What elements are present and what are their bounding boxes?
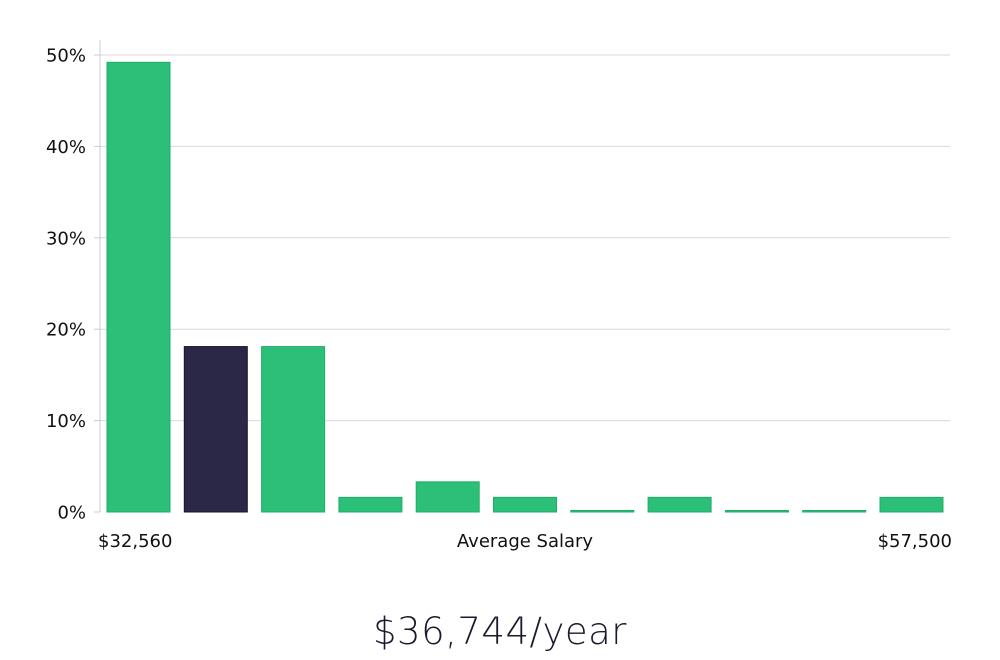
y-tick-label: 50% — [46, 46, 86, 67]
bar-highlighted — [183, 346, 248, 513]
x-max-label: $57,500 — [878, 531, 952, 552]
bar — [570, 510, 635, 513]
y-tick-label: 10% — [46, 411, 86, 432]
bar — [724, 510, 789, 513]
y-tick-label: 40% — [46, 137, 86, 158]
average-salary-value: $36,744/year — [372, 610, 627, 653]
x-min-label: $32,560 — [98, 531, 172, 552]
bar — [493, 496, 557, 513]
bar — [879, 496, 944, 513]
salary-histogram: 0% 10% 20% 30% 40% 50% $32,560 Average Salary… — [46, 40, 952, 552]
y-tick-label: 20% — [46, 320, 86, 341]
y-tick-label: 30% — [46, 228, 86, 249]
bar — [415, 481, 480, 513]
grid-lines — [100, 54, 950, 422]
bar — [338, 496, 403, 513]
x-axis-title: Average Salary — [457, 531, 594, 552]
y-tick-label: 0% — [57, 503, 86, 524]
bar — [802, 510, 867, 513]
bar — [261, 346, 326, 513]
bars — [106, 61, 944, 513]
bar — [106, 61, 171, 513]
bar — [647, 496, 712, 513]
axes: 0% 10% 20% 30% 40% 50% — [46, 40, 101, 524]
